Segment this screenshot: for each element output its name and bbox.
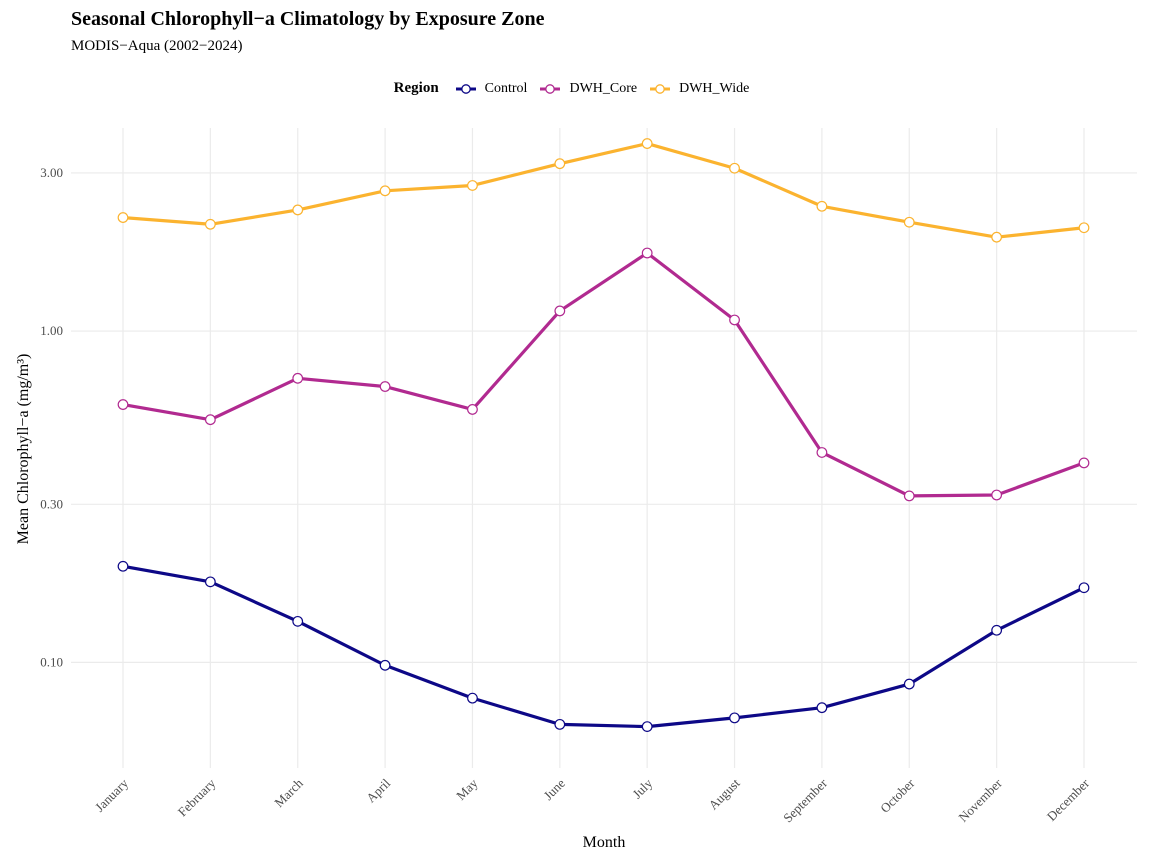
series-line-dwh-core <box>121 251 1086 498</box>
data-point-dwh-core-february <box>204 414 216 426</box>
data-point-control-september <box>816 702 828 714</box>
data-point-dwh-wide-january <box>117 212 129 223</box>
y-tick-label-1: 0.30 <box>40 496 63 511</box>
data-point-dwh-wide-february <box>204 218 216 230</box>
x-tick-label-february: February <box>175 775 219 819</box>
legend-key-point <box>545 83 556 94</box>
data-point-dwh-wide-october <box>903 216 915 228</box>
legend-key-dwh-wide <box>650 83 671 94</box>
data-point-dwh-wide-july <box>641 138 653 149</box>
data-point-dwh-wide-september <box>816 200 828 212</box>
series-line-control <box>121 564 1086 729</box>
legend-key-control <box>455 83 476 94</box>
legend-label-dwh-wide: DWH_Wide <box>679 80 750 96</box>
x-tick-label-november: November <box>955 775 1005 825</box>
data-point-control-november <box>991 624 1003 636</box>
legend-label-dwh-core: DWH_Core <box>569 80 638 96</box>
legend-key-point <box>655 83 665 94</box>
x-tick-label-april: April <box>363 775 393 805</box>
y-tick-label-2: 1.00 <box>40 323 63 338</box>
data-point-dwh-core-january <box>117 399 129 410</box>
data-point-dwh-wide-april <box>379 185 391 197</box>
data-point-dwh-core-august <box>729 314 740 326</box>
y-tick-label-0: 0.10 <box>40 654 63 669</box>
data-point-control-february <box>204 576 216 588</box>
data-point-dwh-wide-november <box>991 231 1003 243</box>
data-point-dwh-core-september <box>816 447 828 458</box>
data-point-control-april <box>379 659 391 671</box>
chart-title: Seasonal Chlorophyll−a Climatology by Ex… <box>71 8 545 30</box>
data-point-dwh-wide-august <box>729 162 740 174</box>
legend-item-dwh-wide: DWH_Wide <box>649 81 749 97</box>
x-tick-label-august: August <box>705 775 742 812</box>
data-point-dwh-core-december <box>1078 457 1090 469</box>
legend: Region Control DWH_Core DWH_Wide <box>0 80 1149 97</box>
data-point-dwh-wide-december <box>1078 222 1090 234</box>
data-point-control-august <box>729 712 740 724</box>
data-point-dwh-wide-march <box>292 204 304 216</box>
data-point-dwh-core-june <box>554 305 566 317</box>
legend-label-control: Control <box>484 80 528 96</box>
x-tick-label-july: July <box>629 775 655 801</box>
data-point-dwh-core-october <box>903 490 915 502</box>
data-point-control-december <box>1078 582 1090 594</box>
x-tick-label-june: June <box>540 775 568 803</box>
data-point-control-may <box>467 692 478 704</box>
y-tick-label-3: 3.00 <box>40 165 63 180</box>
grid-layer <box>71 128 1137 768</box>
data-point-dwh-wide-may <box>467 180 478 191</box>
x-tick-label-october: October <box>877 775 918 816</box>
data-point-dwh-core-april <box>379 381 391 392</box>
x-tick-label-march: March <box>271 775 306 810</box>
x-tick-label-september: September <box>780 775 830 825</box>
legend-item-dwh-core: DWH_Core <box>539 81 637 97</box>
x-axis-title: Month <box>583 834 626 851</box>
x-tick-label-january: January <box>92 775 132 815</box>
data-point-dwh-core-november <box>991 489 1003 501</box>
series-line-dwh-wide <box>121 141 1086 239</box>
data-point-control-january <box>117 560 129 572</box>
x-tick-label-december: December <box>1044 775 1093 824</box>
x-tick-label-may: May <box>453 775 481 803</box>
legend-key-dwh-core <box>540 83 561 94</box>
data-point-control-october <box>903 678 915 690</box>
data-point-dwh-wide-june <box>554 158 566 170</box>
legend-title: Region <box>393 80 439 96</box>
chart-subtitle: MODIS−Aqua (2002−2024) <box>71 38 243 54</box>
data-point-dwh-core-july <box>641 247 653 259</box>
data-point-control-june <box>554 718 566 730</box>
data-point-dwh-core-may <box>467 404 478 415</box>
legend-item-control: Control <box>455 80 528 97</box>
series-layer <box>117 138 1090 733</box>
data-point-control-march <box>292 615 304 627</box>
y-axis-title: Mean Chlorophyll−a (mg/m³) <box>15 354 32 545</box>
data-point-dwh-core-march <box>292 372 304 384</box>
data-point-control-july <box>641 721 653 733</box>
legend-key-point <box>460 83 471 94</box>
